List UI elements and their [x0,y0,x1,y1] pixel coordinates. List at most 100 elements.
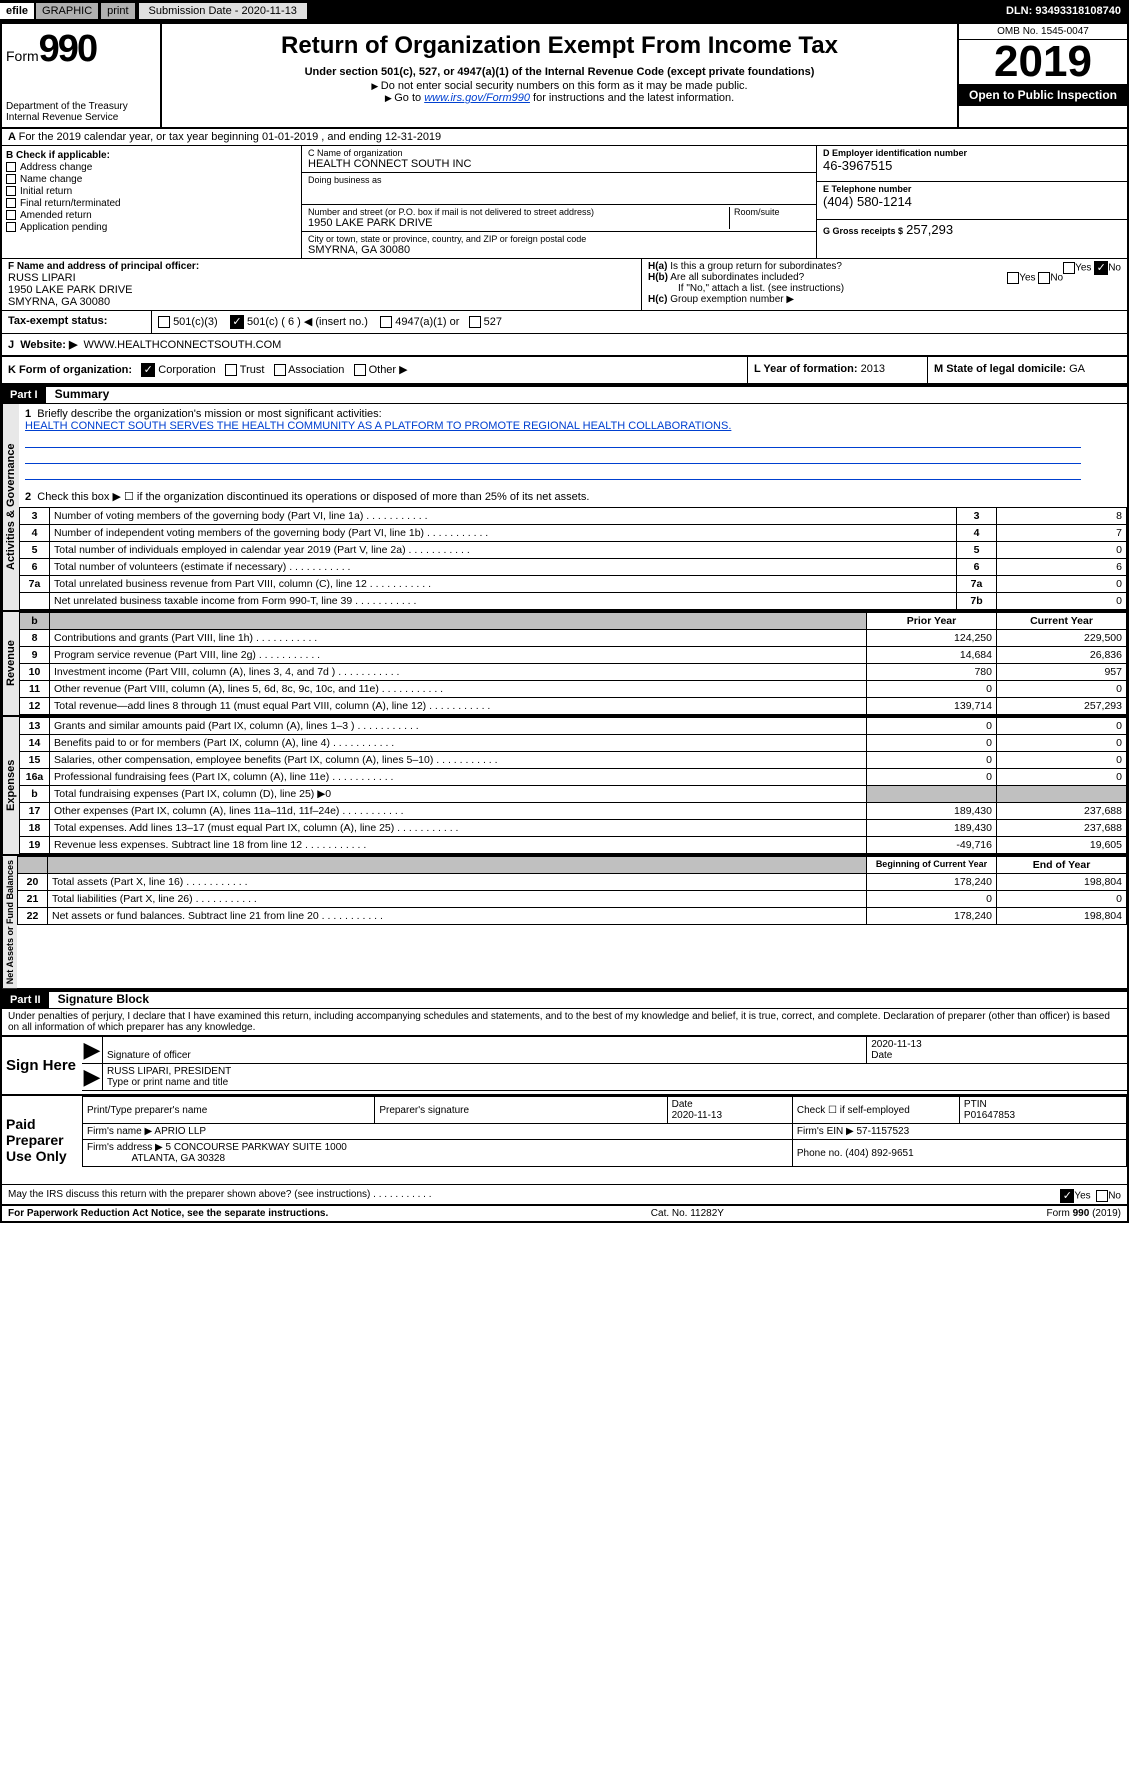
org-addr: 1950 LAKE PARK DRIVE [308,217,433,229]
firm-lbl: Firm's name ▶ [87,1126,152,1137]
row-tax-exempt: Tax-exempt status: 501(c)(3) 501(c) ( 6 … [2,311,1127,334]
firm-phone-lbl: Phone no. [797,1148,843,1159]
header-mid: Return of Organization Exempt From Incom… [162,24,957,127]
te-527: 527 [484,316,502,328]
k-other: Other ▶ [369,364,408,376]
c-dba-lbl: Doing business as [308,175,382,185]
table-row: 10Investment income (Part VIII, column (… [20,664,1127,681]
form-note1: Do not enter social security numbers on … [170,80,949,92]
vlabel-activities: Activities & Governance [2,404,19,610]
k-trust: Trust [240,364,265,376]
col-bcy: Beginning of Current Year [867,857,997,874]
irs-link[interactable]: www.irs.gov/Form990 [424,92,530,104]
col-cy: Current Year [997,613,1127,630]
cb-pending[interactable]: Application pending [6,222,297,233]
part2-badge: Part II [2,992,49,1008]
table-row: bTotal fundraising expenses (Part IX, co… [20,786,1127,803]
box-f: F Name and address of principal officer:… [2,259,642,310]
org-city: SMYRNA, GA 30080 [308,244,410,256]
f-lbl: F Name and address of principal officer: [8,261,635,272]
pp-date-lbl: Date [672,1099,693,1110]
table-row: 16aProfessional fundraising fees (Part I… [20,769,1127,786]
table-row: 22Net assets or fund balances. Subtract … [18,908,1127,925]
pp-ptin: P01647853 [964,1110,1015,1121]
table-row: Net unrelated business taxable income fr… [20,593,1127,610]
paid-preparer-block: Paid Preparer Use Only Print/Type prepar… [2,1094,1127,1184]
expenses-section: Expenses 13Grants and similar amounts pa… [2,717,1127,856]
cb-amended[interactable]: Amended return [6,210,297,221]
h-note: If "No," attach a list. (see instruction… [648,283,1121,294]
row-website: J Website: ▶ WWW.HEALTHCONNECTSOUTH.COM [2,334,1127,357]
pp-date: 2020-11-13 [672,1110,722,1121]
paid-title: Paid Preparer Use Only [2,1096,82,1184]
l-val: 2013 [861,363,885,375]
table-row: 20Total assets (Part X, line 16)178,2401… [18,874,1127,891]
vlabel-expenses: Expenses [2,717,19,854]
box-deg: D Employer identification number 46-3967… [817,146,1127,258]
te-4947: 4947(a)(1) or [395,316,459,328]
cb-name[interactable]: Name change [6,174,297,185]
part1-title: Summary [49,387,110,401]
l2-text: Check this box ▶ ☐ if the organization d… [37,491,589,503]
rev-table: b Prior Year Current Year 8Contributions… [19,612,1127,715]
l-lbl: L Year of formation: [754,363,858,375]
arrow-icon: ▶ [82,1064,102,1090]
box-l: L Year of formation: 2013 [747,357,927,383]
ein-val: 46-3967515 [823,158,1121,173]
cb-initial[interactable]: Initial return [6,186,297,197]
te-501c3: 501(c)(3) [173,316,218,328]
table-row: 9Program service revenue (Part VIII, lin… [20,647,1127,664]
m-val: GA [1069,363,1085,375]
cb-final[interactable]: Final return/terminated [6,198,297,209]
table-row: 5Total number of individuals employed in… [20,542,1127,559]
table-row: 13Grants and similar amounts paid (Part … [20,718,1127,735]
sign-here: Sign Here [2,1037,82,1094]
box-m: M State of legal domicile: GA [927,357,1127,383]
table-row: 3Number of voting members of the governi… [20,508,1127,525]
firm-addr: 5 CONCOURSE PARKWAY SUITE 1000 [166,1142,347,1153]
table-row: 18Total expenses. Add lines 13–17 (must … [20,820,1127,837]
paid-table: Print/Type preparer's name Preparer's si… [82,1096,1127,1167]
firm-ein: 57-1157523 [857,1126,910,1137]
k-lbl: K Form of organization: [8,364,132,376]
table-row: 17Other expenses (Part IX, column (A), l… [20,803,1127,820]
pp-sig-lbl: Preparer's signature [379,1105,469,1116]
box-c: C Name of organizationHEALTH CONNECT SOU… [302,146,817,258]
header-left: Form990 Department of the Treasury Inter… [2,24,162,127]
org-name: HEALTH CONNECT SOUTH INC [308,158,471,170]
ha-text: Is this a group return for subordinates? [670,261,842,272]
open-public: Open to Public Inspection [959,84,1127,106]
box-b: B Check if applicable: Address change Na… [2,146,302,258]
dln-label: DLN: 93493318108740 [998,3,1129,19]
box-b-label: B Check if applicable: [6,150,297,161]
net-table: Beginning of Current Year End of Year 20… [17,856,1127,925]
l1-lbl: Briefly describe the organization's miss… [37,408,381,420]
row-fh: F Name and address of principal officer:… [2,259,1127,311]
activities-section: Activities & Governance 1 Briefly descri… [2,404,1127,612]
line2: 2 Check this box ▶ ☐ if the organization… [19,486,1127,507]
sig-lbl: Signature of officer [107,1050,191,1061]
exp-table: 13Grants and similar amounts paid (Part … [19,717,1127,854]
m-lbl: M State of legal domicile: [934,363,1066,375]
dept-treasury: Department of the Treasury [6,101,156,112]
footer-form: Form 990 (2019) [1047,1208,1121,1219]
gross-lbl: G Gross receipts $ [823,226,903,236]
vlabel-net: Net Assets or Fund Balances [2,856,17,988]
pp-check-lbl: Check ☐ if self-employed [797,1105,910,1116]
firm-phone: (404) 892-9651 [845,1148,913,1159]
officer-name: RUSS LIPARI [8,272,635,284]
cb-address[interactable]: Address change [6,162,297,173]
form-title: Return of Organization Exempt From Incom… [170,32,949,60]
print-button[interactable]: print [100,2,135,20]
part1-badge: Part I [2,387,46,403]
pp-ptin-lbl: PTIN [964,1099,987,1110]
firm-addr2: ATLANTA, GA 30328 [131,1153,225,1164]
footer: For Paperwork Reduction Act Notice, see … [2,1204,1127,1221]
arrow-icon: ▶ [82,1037,102,1063]
te-opts: 501(c)(3) 501(c) ( 6 ) ◀ (insert no.) 49… [152,311,1127,333]
col-py: Prior Year [867,613,997,630]
table-row: 19Revenue less expenses. Subtract line 1… [20,837,1127,854]
firm-addr-lbl: Firm's address ▶ [87,1142,163,1153]
note2-post: for instructions and the latest informat… [530,92,734,104]
vlabel-revenue: Revenue [2,612,19,715]
